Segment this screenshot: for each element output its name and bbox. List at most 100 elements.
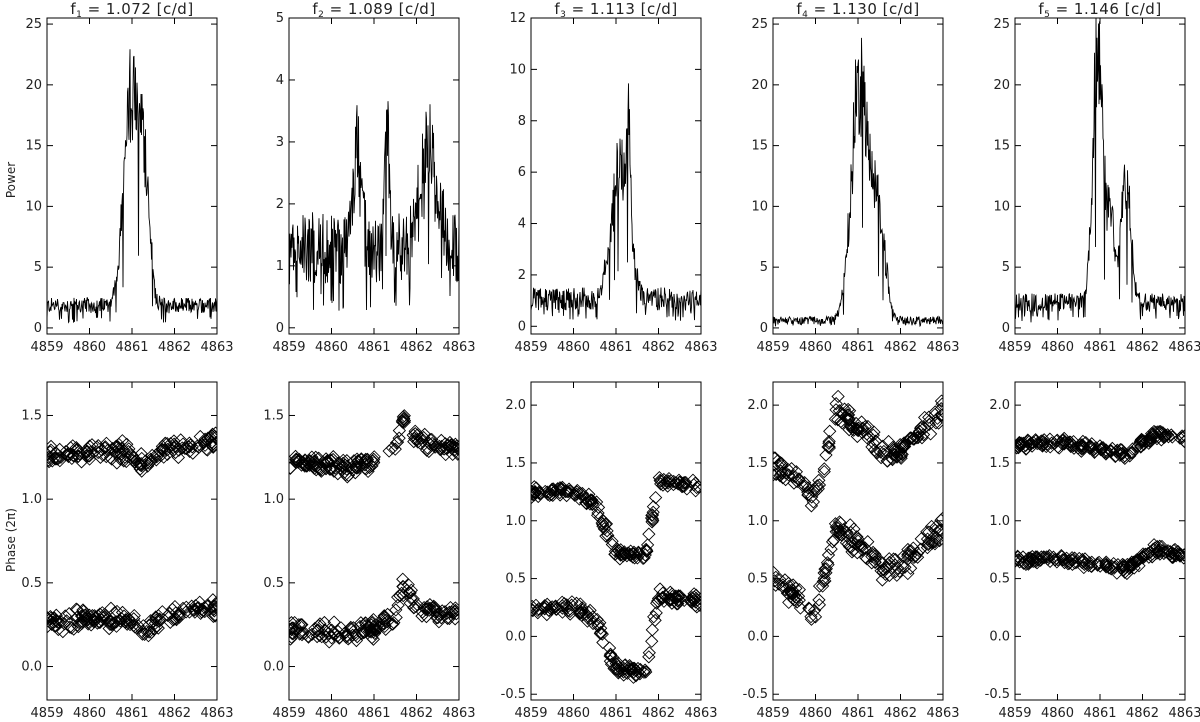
x-tick-label: 4862 xyxy=(158,340,191,355)
phase-point xyxy=(913,543,928,557)
phase-point xyxy=(111,440,125,454)
phase-point xyxy=(591,506,605,520)
panel-title: f3 = 1.113 [c/d] xyxy=(554,0,677,20)
phase-point xyxy=(185,440,199,454)
phase-point xyxy=(545,600,559,614)
phase-points xyxy=(289,409,459,649)
phase-point xyxy=(59,614,74,628)
phase-point xyxy=(685,591,699,605)
y-tick-label: 2.0 xyxy=(747,398,768,413)
phase-point xyxy=(168,445,183,460)
phase-point xyxy=(353,619,367,634)
x-tick-label: 4861 xyxy=(599,340,632,355)
phase-point xyxy=(540,607,554,622)
y-tick-label: 1 xyxy=(276,259,284,274)
phase-point xyxy=(827,533,841,547)
phase-point xyxy=(627,545,641,559)
y-tick-label: 0 xyxy=(1002,321,1010,336)
y-tick-label: 10 xyxy=(25,199,42,214)
phase-point xyxy=(408,427,422,441)
phase-point xyxy=(380,614,395,629)
phase-point xyxy=(396,580,411,594)
x-tick-label: 4859 xyxy=(30,340,63,355)
phase-point xyxy=(182,436,197,450)
phase-point xyxy=(106,617,120,632)
phase-point xyxy=(888,445,902,459)
phase-point xyxy=(605,534,619,548)
y-tick-label: 0 xyxy=(518,319,526,334)
phase-point xyxy=(657,594,671,608)
phase-point xyxy=(397,415,411,429)
phase-point xyxy=(543,488,557,503)
phase-point xyxy=(670,597,684,611)
phase-point xyxy=(1037,550,1051,565)
phase-point xyxy=(570,483,584,498)
phase-point xyxy=(935,528,943,542)
phase-point xyxy=(192,440,206,454)
phase-point xyxy=(93,450,108,464)
phase-point xyxy=(361,464,375,479)
phase-point xyxy=(828,517,843,531)
phase-point xyxy=(131,618,145,633)
phase-point xyxy=(1142,550,1156,564)
power-spectrum-line xyxy=(531,83,701,321)
phase-point xyxy=(558,484,573,499)
phase-point xyxy=(65,451,79,466)
phase-point xyxy=(810,479,824,493)
phase-point xyxy=(1153,426,1167,440)
y-axis-label-power: Power xyxy=(4,162,18,198)
x-tick-label: 4861 xyxy=(115,340,148,355)
phase-point xyxy=(671,589,686,603)
phase-point xyxy=(70,618,84,632)
phase-point xyxy=(119,454,133,469)
phase-point xyxy=(1085,440,1099,455)
phase-point xyxy=(419,609,434,624)
x-tick-label: 4863 xyxy=(200,706,233,721)
phase-point xyxy=(410,597,424,612)
y-tick-label: 5 xyxy=(1002,260,1010,275)
phase-point xyxy=(680,482,694,496)
phase-point xyxy=(879,560,894,574)
phase-point xyxy=(818,574,832,588)
phase-point xyxy=(633,547,647,561)
phase-point xyxy=(415,609,429,623)
phase-point xyxy=(579,496,593,510)
phase-point xyxy=(868,555,882,570)
power-panel-1: 4859 4860 4861 4862 4863 0 5 10 15 20 25 f1 = 1.072… xyxy=(25,0,233,355)
phase-point xyxy=(429,605,444,619)
phase-point xyxy=(784,461,799,476)
x-tick-label: 4860 xyxy=(73,706,106,721)
y-tick-label: 0.5 xyxy=(989,572,1010,587)
phase-point xyxy=(929,531,943,545)
phase-point xyxy=(289,453,304,467)
y-tick-label: 0.0 xyxy=(21,660,42,675)
y-tick-label: 20 xyxy=(25,78,42,93)
phase-point xyxy=(365,616,379,630)
phase-point xyxy=(651,591,666,606)
phase-point xyxy=(120,617,134,631)
phase-point xyxy=(840,529,854,544)
phase-point xyxy=(315,630,329,644)
phase-point xyxy=(1057,437,1071,451)
power-panel-4: 4859 4860 4861 4862 4863 0 5 10 15 20 25 f4 = 1.130… xyxy=(751,0,959,355)
phase-point xyxy=(822,441,836,455)
phase-point xyxy=(1029,434,1043,448)
phase-point xyxy=(1054,548,1068,563)
phase-point xyxy=(934,408,943,422)
phase-point xyxy=(81,442,95,456)
phase-point xyxy=(327,464,341,478)
x-tick-label: 4863 xyxy=(442,340,475,355)
phase-point xyxy=(1061,557,1075,571)
phase-point xyxy=(359,618,373,633)
phase-point xyxy=(677,479,691,493)
phase-point xyxy=(1017,439,1031,454)
x-tick-label: 4859 xyxy=(998,340,1031,355)
phase-point xyxy=(807,603,822,618)
phase-point xyxy=(390,435,405,449)
phase-point xyxy=(1102,561,1116,575)
phase-point xyxy=(824,542,838,556)
phase-point xyxy=(817,566,831,580)
phase-point xyxy=(359,616,373,630)
y-tick-label: 1.0 xyxy=(21,492,42,507)
phase-point xyxy=(684,593,698,607)
